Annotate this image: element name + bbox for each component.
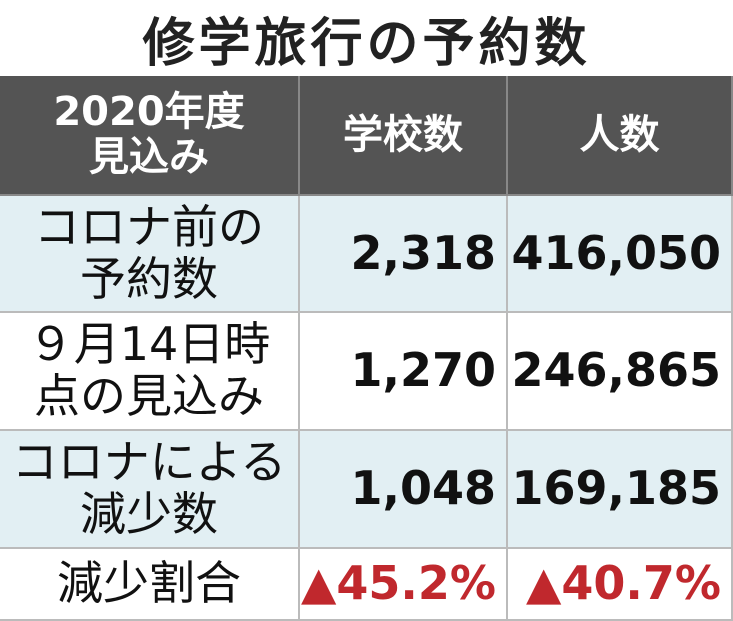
cell-value: 169,185 bbox=[508, 431, 733, 549]
row-label: コロナ前の 予約数 bbox=[0, 196, 300, 313]
cell-value: ▲45.2% bbox=[300, 549, 508, 621]
column-header: 人数 bbox=[508, 76, 733, 196]
title: 修学旅行の予約数 bbox=[142, 13, 591, 74]
cell-value: ▲40.7% bbox=[508, 549, 733, 621]
row-label: コロナによる 減少数 bbox=[0, 431, 300, 549]
cell-value: 1,048 bbox=[300, 431, 508, 549]
column-header: 学校数 bbox=[300, 76, 508, 196]
cell-value: 2,318 bbox=[300, 196, 508, 313]
cell-value: 1,270 bbox=[300, 313, 508, 431]
row-label: ９月14日時 点の見込み bbox=[0, 313, 300, 431]
cell-value: 416,050 bbox=[508, 196, 733, 313]
column-header: 2020年度 見込み bbox=[0, 76, 300, 196]
row-label: 減少割合 bbox=[0, 549, 300, 621]
table: 2020年度 見込み 学校数 人数コロナ前の 予約数 2,318 416,050 ９月14… bbox=[0, 76, 733, 621]
cell-value: 246,865 bbox=[508, 313, 733, 431]
